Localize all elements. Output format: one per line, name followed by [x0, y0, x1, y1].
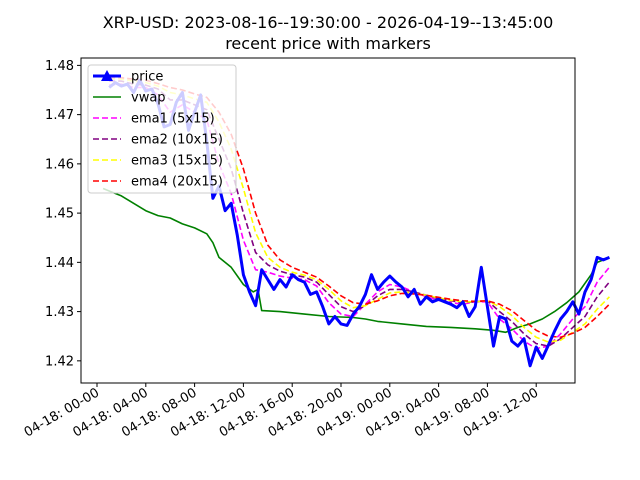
chart-subtitle: recent price with markers: [225, 34, 431, 53]
legend-label: ema1 (5x15): [131, 112, 215, 127]
legend-label: ema4 (20x15): [131, 175, 223, 190]
plot-frame: [80, 57, 576, 384]
y-tick-label: 1.42: [45, 354, 74, 369]
y-tick-label: 1.48: [45, 59, 74, 74]
y-tick-label: 1.46: [45, 157, 74, 172]
legend-label: vwap: [131, 91, 166, 106]
y-tick-label: 1.43: [45, 305, 74, 320]
series-line-vwap: [102, 187, 610, 334]
legend-box: [87, 64, 237, 194]
y-tick-label: 1.45: [45, 207, 74, 222]
legend-label: ema3 (15x15): [131, 154, 223, 169]
y-tick-label: 1.47: [45, 108, 74, 123]
legend-marker: [101, 70, 113, 81]
chart-title: XRP-USD: 2023-08-16--19:30:00 - 2026-04-…: [103, 13, 554, 32]
y-tick-label: 1.44: [45, 256, 74, 271]
legend-label: price: [131, 70, 163, 85]
legend: price vwap ema1 (5x15) ema2 (10x15) ema3 (15…: [87, 64, 237, 194]
legend-label: ema2 (10x15): [131, 133, 223, 148]
